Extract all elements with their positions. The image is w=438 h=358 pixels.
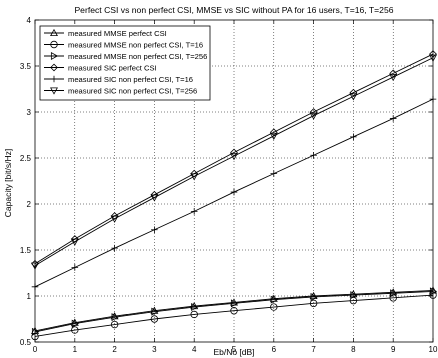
legend-item: measured MMSE non perfect CSI, T=256 — [44, 52, 207, 61]
marker-triangle-down — [309, 112, 318, 120]
marker-triangle-up — [50, 28, 58, 37]
series-line — [34, 290, 434, 332]
marker-plus — [270, 170, 278, 177]
marker-plus — [50, 75, 58, 83]
series-2 — [31, 291, 437, 341]
marker-circle — [190, 310, 198, 319]
series-line — [34, 53, 434, 265]
x-tick-label: 9 — [391, 345, 396, 354]
legend-item: measured MMSE perfect CSI — [44, 28, 167, 38]
marker-triangle-down — [269, 132, 278, 141]
marker-triangle-right — [151, 307, 159, 316]
legend-label: measured MMSE non perfect CSI, T=16 — [68, 41, 203, 50]
x-tick-label: 5 — [232, 345, 237, 354]
x-tick-label: 10 — [429, 345, 438, 354]
x-tick-label: 4 — [192, 345, 197, 354]
legend-item: measured SIC non perfect CSI, T=256 — [44, 87, 197, 96]
legend-item: measured SIC non perfect CSI, T=16 — [44, 75, 193, 84]
x-tick-label: 2 — [112, 345, 117, 354]
marker-circle — [71, 326, 79, 334]
y-tick-label: 2.5 — [20, 154, 32, 163]
marker-triangle-down — [349, 93, 358, 101]
marker-plus — [350, 133, 357, 141]
marker-plus — [230, 188, 238, 196]
legend-item: measured MMSE non perfect CSI, T=16 — [44, 41, 203, 50]
marker-circle — [389, 294, 397, 302]
legend-box — [39, 25, 211, 101]
marker-plus — [111, 244, 118, 252]
series-line — [34, 290, 434, 333]
series-6 — [31, 54, 437, 270]
y-tick-label: 4 — [27, 16, 32, 25]
legend-label: measured MMSE non perfect CSI, T=256 — [68, 52, 207, 61]
axis-ticks: 0 1 2 3 4 5 6 7 8 9 10 0.5 1 1.5 2 2.5 3 3.5 4 — [20, 16, 438, 354]
legend-label: measured SIC non perfect CSI, T=256 — [68, 87, 197, 96]
marker-circle — [150, 315, 159, 323]
marker-triangle-right — [50, 52, 59, 60]
x-tick-label: 0 — [33, 345, 38, 354]
series-line — [34, 57, 434, 267]
marker-plus — [71, 264, 79, 271]
marker-triangle-right — [111, 313, 119, 322]
legend-label: measured SIC non perfect CSI, T=16 — [68, 75, 193, 84]
x-tick-label: 8 — [351, 345, 356, 354]
marker-plus — [389, 115, 397, 122]
marker-diamond — [150, 190, 159, 199]
x-tick-label: 1 — [73, 345, 78, 354]
x-tick-label: 6 — [272, 345, 277, 354]
marker-triangle-right — [390, 289, 398, 298]
marker-circle — [110, 320, 119, 329]
marker-plus — [190, 208, 198, 215]
y-tick-label: 3 — [27, 108, 32, 117]
marker-triangle-down — [150, 194, 159, 202]
marker-triangle-down — [110, 215, 119, 223]
y-tick-label: 1.5 — [20, 246, 32, 255]
series-layer — [31, 50, 438, 341]
y-axis-label: Capacity [bit/s/Hz] — [3, 149, 13, 218]
legend-item: measured SIC perfect CSI — [44, 64, 157, 73]
marker-plus — [151, 226, 158, 234]
marker-circle — [230, 307, 238, 315]
y-tick-label: 1 — [27, 292, 32, 301]
marker-diamond — [50, 63, 58, 72]
chart-title: Perfect CSI vs non perfect CSI, MMSE vs … — [74, 5, 393, 15]
marker-plus — [310, 151, 317, 159]
legend-label: measured SIC perfect CSI — [68, 64, 157, 73]
marker-triangle-right — [71, 319, 79, 328]
marker-diamond — [70, 235, 79, 243]
marker-triangle-down — [70, 238, 79, 246]
legend: measured MMSE perfect CSI measured MMSE n… — [39, 25, 211, 101]
y-tick-label: 3.5 — [20, 62, 32, 71]
marker-diamond — [190, 169, 199, 178]
marker-triangle-right — [310, 292, 318, 301]
marker-triangle-right — [270, 295, 278, 304]
marker-triangle-down — [230, 153, 238, 161]
y-tick-label: 2 — [27, 200, 32, 209]
marker-triangle-right — [191, 303, 199, 312]
x-tick-label: 3 — [152, 345, 157, 354]
marker-triangle-down — [190, 173, 199, 181]
y-tick-label: 0.5 — [20, 338, 32, 347]
legend-label: measured MMSE perfect CSI — [68, 29, 167, 38]
marker-triangle-right — [230, 299, 239, 308]
marker-circle — [50, 40, 58, 49]
x-axis-label: Eb/No [dB] — [213, 347, 254, 357]
marker-circle — [309, 299, 318, 308]
marker-triangle-down — [50, 87, 58, 95]
marker-triangle-down — [389, 74, 398, 82]
x-tick-label: 7 — [311, 345, 316, 354]
marker-diamond — [110, 212, 119, 220]
marker-circle — [270, 303, 278, 311]
marker-triangle-right — [350, 291, 358, 300]
series-line — [34, 294, 434, 337]
